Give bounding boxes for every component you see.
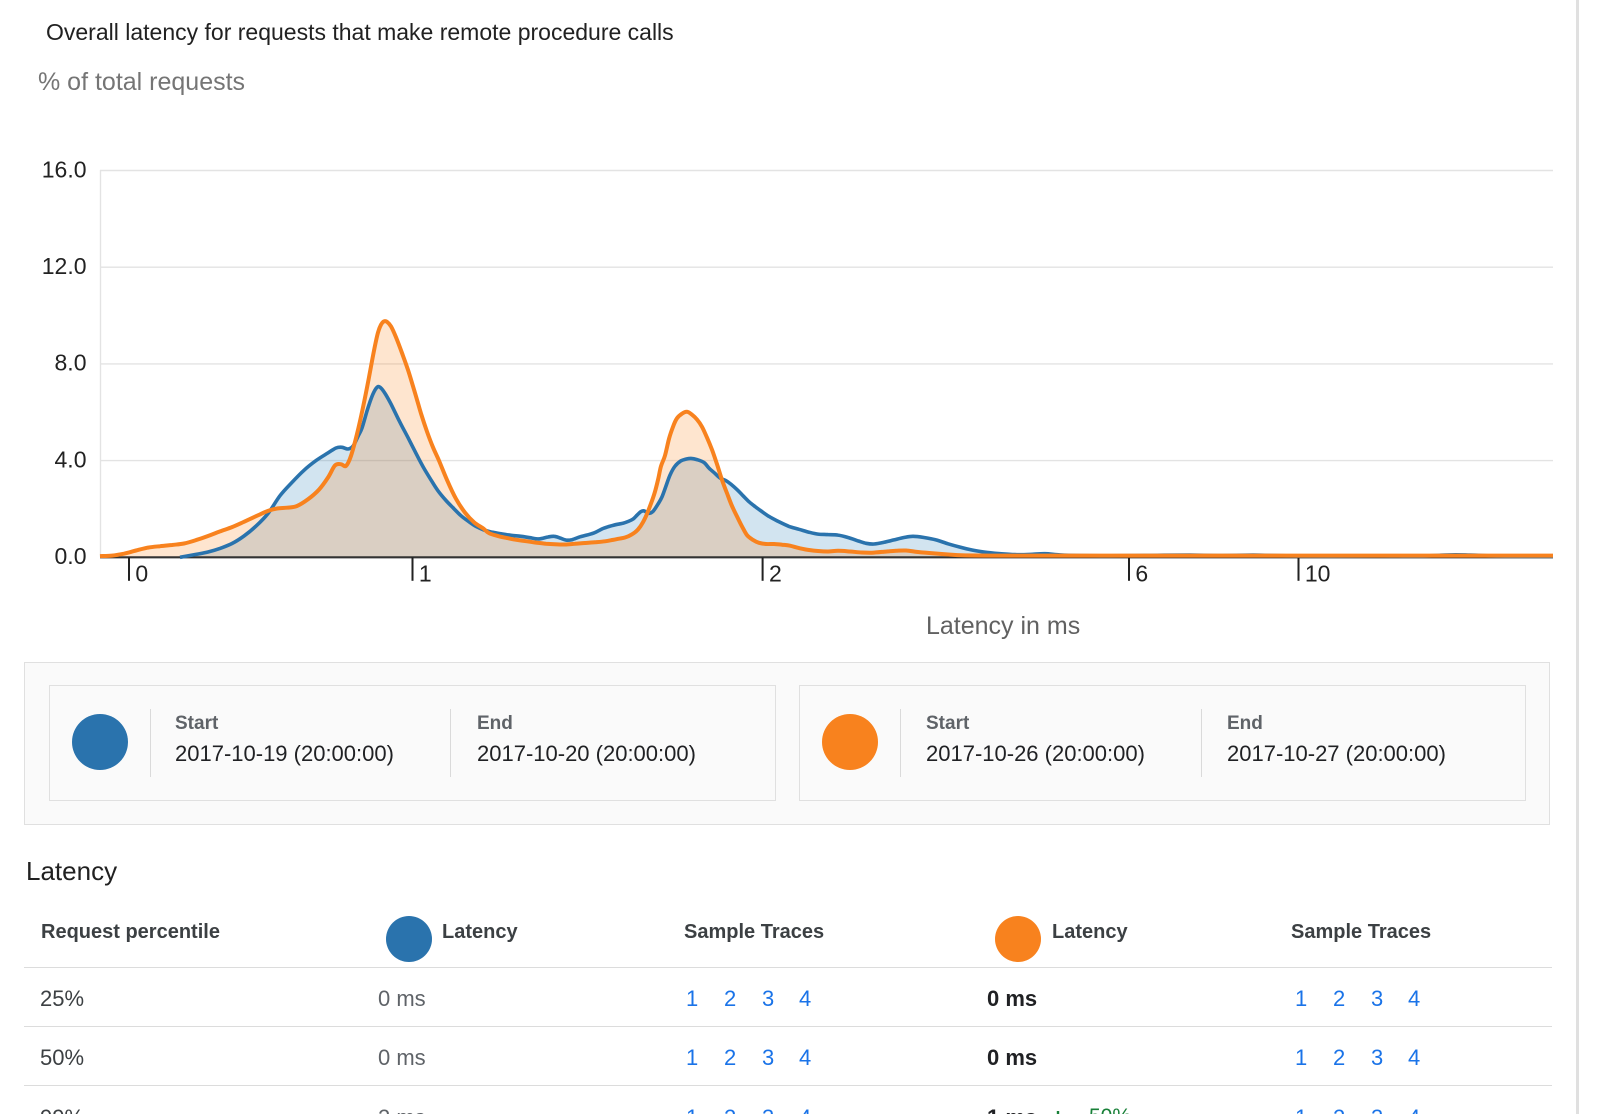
svg-text:0.0: 0.0 xyxy=(55,543,87,569)
svg-text:0: 0 xyxy=(135,561,148,587)
svg-text:1: 1 xyxy=(419,561,432,587)
svg-text:16.0: 16.0 xyxy=(42,156,87,182)
svg-text:6: 6 xyxy=(1135,561,1148,587)
svg-text:2: 2 xyxy=(769,561,782,587)
svg-text:10: 10 xyxy=(1305,561,1331,587)
svg-text:4.0: 4.0 xyxy=(55,446,87,472)
svg-text:12.0: 12.0 xyxy=(42,253,87,279)
svg-text:8.0: 8.0 xyxy=(55,350,87,376)
